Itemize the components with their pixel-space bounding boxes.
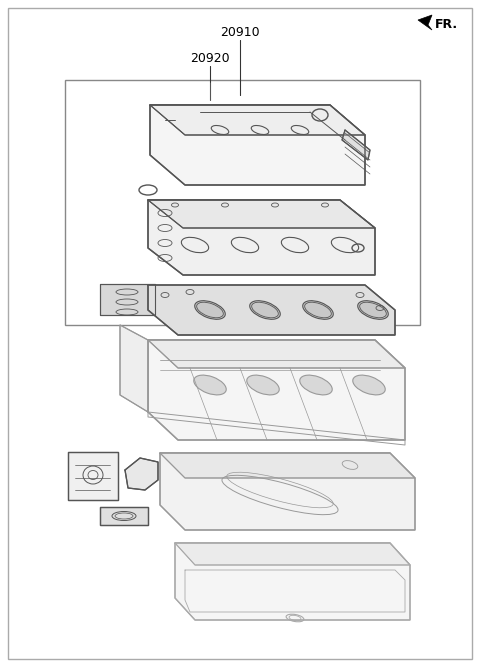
Polygon shape: [150, 105, 365, 135]
Polygon shape: [100, 507, 148, 525]
Ellipse shape: [303, 301, 333, 319]
Text: 20910: 20910: [220, 25, 260, 39]
Ellipse shape: [250, 301, 280, 319]
Text: 20920: 20920: [190, 51, 230, 65]
Polygon shape: [148, 340, 405, 440]
Polygon shape: [125, 458, 158, 490]
Polygon shape: [68, 452, 118, 500]
Polygon shape: [100, 284, 155, 315]
Polygon shape: [160, 453, 415, 530]
Polygon shape: [160, 453, 415, 478]
Polygon shape: [175, 543, 410, 620]
Ellipse shape: [194, 375, 226, 395]
Bar: [65, 80, 420, 325]
Polygon shape: [418, 15, 432, 30]
Polygon shape: [148, 200, 375, 275]
Polygon shape: [148, 200, 375, 228]
Ellipse shape: [300, 375, 332, 395]
Polygon shape: [148, 285, 395, 335]
Text: FR.: FR.: [435, 19, 458, 31]
Polygon shape: [150, 105, 365, 185]
Polygon shape: [342, 130, 370, 160]
Polygon shape: [175, 543, 410, 565]
Ellipse shape: [195, 301, 225, 319]
Ellipse shape: [353, 375, 385, 395]
Polygon shape: [120, 325, 148, 412]
Ellipse shape: [247, 375, 279, 395]
Polygon shape: [148, 340, 405, 368]
Ellipse shape: [358, 301, 388, 319]
